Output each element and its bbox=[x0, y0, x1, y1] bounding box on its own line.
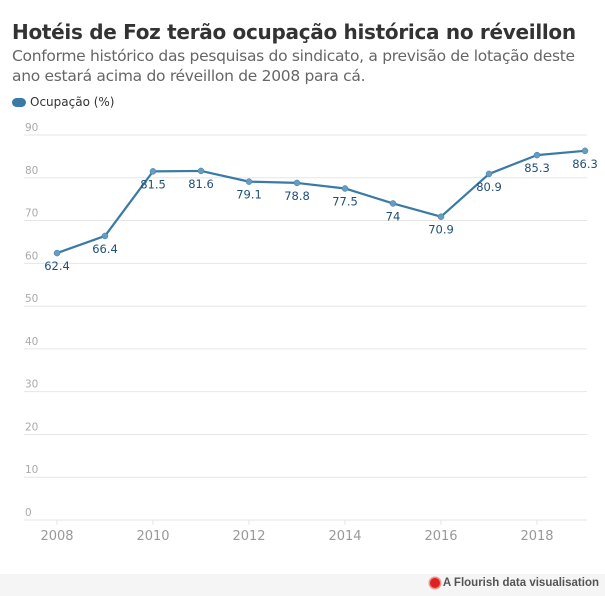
line-chart: 0 10 20 30 40 50 60 70 80 90 2008 2010 2012 2014 2016… bbox=[24, 122, 598, 544]
series-line bbox=[56, 149, 586, 255]
x-tick-label: 2012 bbox=[232, 529, 265, 544]
flourish-credit-text: A Flourish data visualisation bbox=[442, 577, 599, 589]
data-label: 81.5 bbox=[140, 177, 166, 191]
y-tick-label: 30 bbox=[25, 379, 38, 391]
x-tick-label: 2008 bbox=[40, 529, 73, 544]
x-tick-label: 2014 bbox=[328, 529, 361, 544]
data-label: 74 bbox=[386, 209, 401, 223]
legend[interactable]: Ocupação (%) bbox=[12, 95, 115, 109]
legend-label: Ocupação (%) bbox=[30, 95, 115, 109]
y-tick-label: 90 bbox=[25, 122, 38, 134]
data-point bbox=[437, 213, 445, 220]
data-point bbox=[245, 178, 253, 185]
chart-title: Hotéis de Foz terão ocupação histórica n… bbox=[12, 20, 576, 44]
x-tick-label: 2016 bbox=[424, 529, 457, 544]
flourish-credit-link[interactable]: A Flourish data visualisation bbox=[429, 577, 599, 589]
x-axis: 2008 2010 2012 2014 2016 2018 bbox=[40, 520, 554, 544]
data-point bbox=[149, 168, 157, 175]
data-point bbox=[389, 200, 397, 207]
y-tick-label: 20 bbox=[25, 421, 38, 433]
data-point bbox=[101, 232, 109, 240]
data-label: 80.9 bbox=[476, 180, 502, 194]
x-tick-label: 2018 bbox=[520, 529, 553, 544]
y-tick-label: 0 bbox=[25, 507, 32, 519]
data-label: 70.9 bbox=[428, 223, 454, 237]
data-point bbox=[197, 167, 205, 175]
data-label: 66.4 bbox=[92, 242, 118, 256]
y-tick-label: 40 bbox=[25, 336, 38, 348]
gridlines bbox=[24, 134, 587, 521]
data-point bbox=[581, 147, 589, 155]
y-tick-label: 10 bbox=[25, 464, 38, 476]
data-point bbox=[293, 179, 301, 187]
x-tick-label: 2010 bbox=[136, 529, 169, 544]
series-ocupacao: 62.4 66.4 81.5 81.6 79.1 78.8 77.5 74 70.9 80.9 85… bbox=[44, 147, 598, 273]
data-point bbox=[533, 151, 541, 159]
data-label: 81.6 bbox=[188, 177, 214, 191]
flourish-logo-icon bbox=[429, 578, 440, 588]
y-tick-label: 50 bbox=[25, 293, 38, 305]
y-tick-label: 80 bbox=[25, 165, 38, 177]
y-tick-label: 70 bbox=[25, 208, 38, 220]
data-point bbox=[485, 170, 493, 178]
footer: A Flourish data visualisation bbox=[0, 574, 605, 596]
data-label: 78.8 bbox=[284, 189, 310, 203]
data-label: 77.5 bbox=[332, 194, 358, 208]
data-label: 85.3 bbox=[524, 161, 550, 175]
y-tick-label: 60 bbox=[25, 250, 38, 262]
data-label: 86.3 bbox=[572, 157, 598, 171]
data-point bbox=[53, 249, 61, 257]
data-label: 79.1 bbox=[236, 188, 262, 202]
data-point bbox=[341, 185, 349, 192]
y-axis: 0 10 20 30 40 50 60 70 80 90 bbox=[25, 122, 38, 519]
data-label: 62.4 bbox=[44, 259, 70, 273]
chart-subtitle: Conforme histórico das pesquisas do sind… bbox=[12, 47, 575, 85]
legend-swatch-icon bbox=[12, 97, 26, 107]
